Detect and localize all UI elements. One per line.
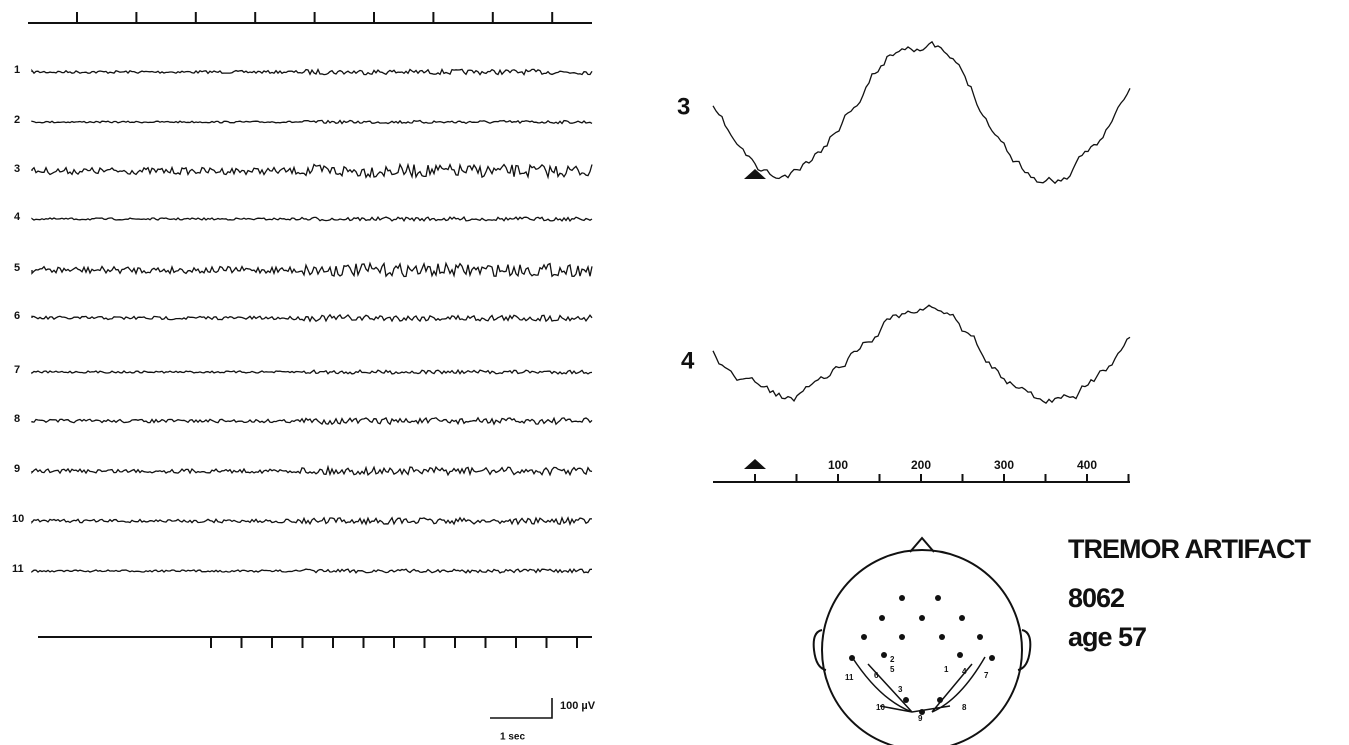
caption-title: TREMOR ARTIFACT [1068, 534, 1311, 564]
electrode-label: 10 [876, 703, 885, 712]
time-label: 1 sec [500, 732, 525, 743]
electrode [903, 697, 909, 703]
detail-panel: 3 4 100 200 300 400 [677, 40, 1131, 483]
ms-tick-label: 100 [828, 458, 848, 472]
electrode [919, 709, 925, 715]
electrode [935, 595, 941, 601]
arrow-marker [744, 169, 766, 179]
channel-label: 6 [14, 310, 20, 322]
electrode [939, 634, 945, 640]
eeg-trace [31, 313, 593, 323]
electrode [959, 615, 965, 621]
channel-label: 8 [14, 413, 20, 425]
electrode [849, 655, 855, 661]
ms-tick-label: 400 [1077, 458, 1097, 472]
electrode-label: 7 [984, 671, 989, 680]
eeg-trace [31, 162, 593, 180]
electrode [881, 652, 887, 658]
channel-label: 7 [14, 364, 20, 376]
electrode-label: 5 [890, 665, 895, 674]
ms-tick-label: 200 [911, 458, 931, 472]
electrode-label: 6 [874, 671, 879, 680]
detail-trace [712, 40, 1131, 185]
eeg-trace [31, 416, 593, 426]
electrodes [849, 595, 995, 715]
electrode [989, 655, 995, 661]
channel-label: 4 [14, 211, 21, 223]
eeg-trace [31, 368, 593, 375]
electrode-label: 1 [944, 665, 949, 674]
electrode [957, 652, 963, 658]
eeg-panel: 1 2 3 4 5 6 7 8 9 10 11 [12, 12, 593, 648]
eeg-trace [31, 67, 593, 76]
electrode [899, 634, 905, 640]
detail-trace [712, 304, 1131, 404]
electrode [899, 595, 905, 601]
channel-label: 1 [14, 64, 20, 76]
channel-label: 11 [12, 563, 24, 575]
caption-id: 8062 [1068, 583, 1124, 613]
electrode [879, 615, 885, 621]
scale-bar [490, 698, 553, 719]
eeg-trace [31, 464, 593, 477]
electrode-label: 8 [962, 703, 967, 712]
channel-label: 5 [14, 262, 20, 274]
channel-label: 3 [14, 163, 20, 175]
eeg-trace [31, 261, 593, 278]
trace-label: 3 [677, 93, 690, 120]
eeg-trace [31, 567, 593, 574]
electrode-label: 2 [890, 655, 895, 664]
electrode-label: 11 [845, 673, 854, 682]
electrode-label: 4 [962, 667, 967, 676]
electrode [919, 615, 925, 621]
electrode [977, 634, 983, 640]
channel-label: 2 [14, 114, 20, 126]
electrode-label: 9 [918, 714, 923, 723]
electrode [937, 697, 943, 703]
electrode [861, 634, 867, 640]
caption-age: age 57 [1068, 622, 1146, 652]
amplitude-label: 100 µV [560, 700, 596, 712]
trace-label: 4 [681, 347, 695, 374]
electrode-label: 3 [898, 685, 903, 694]
channel-label: 10 [12, 513, 24, 525]
ms-tick-label: 300 [994, 458, 1014, 472]
arrow-marker [744, 459, 766, 469]
eeg-trace [31, 119, 593, 125]
eeg-trace [31, 515, 593, 527]
channel-label: 9 [14, 463, 20, 475]
eeg-trace [31, 215, 593, 223]
head-map [812, 536, 1032, 745]
